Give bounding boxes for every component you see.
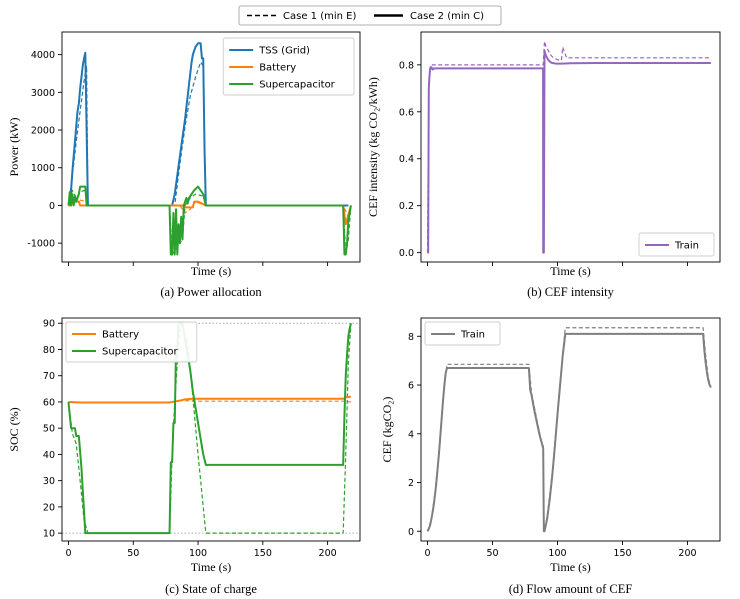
y-tick-label: 6: [408, 381, 414, 392]
y-axis-label: SOC (%): [7, 407, 21, 451]
series-train-case1: [426, 40, 711, 253]
y-tick-label: 0: [49, 201, 55, 212]
series-train-case2: [427, 49, 711, 254]
y-tick-label: 2000: [31, 126, 55, 137]
x-tick-label: 0: [424, 548, 430, 559]
series-battery-case2: [68, 395, 352, 404]
y-tick-label: 1000: [31, 163, 55, 174]
panel-caption: (d) Flow amount of CEF: [509, 582, 633, 596]
legend-label: Supercapacitor: [259, 80, 335, 91]
y-tick-label: 0: [408, 527, 414, 538]
y-tick-label: 0.4: [399, 154, 414, 165]
x-axis-label: Time (s): [550, 560, 591, 574]
legend-label: Train: [674, 241, 699, 252]
x-tick-label: 200: [678, 548, 696, 559]
legend-frame: [65, 321, 198, 363]
y-axis-label: CEF (kgCO₂): [380, 397, 394, 463]
series-train-case2: [426, 332, 712, 533]
x-tick-label: 150: [254, 548, 272, 559]
y-tick-label: 70: [43, 371, 55, 382]
x-tick-label: 0: [65, 548, 71, 559]
legend: Train: [424, 321, 501, 346]
x-tick-label: 50: [486, 548, 498, 559]
panel-caption: (b) CEF intensity: [527, 285, 615, 299]
legend-frame: [424, 321, 501, 346]
axes-frame: [420, 317, 721, 542]
y-tick-label: 8: [408, 332, 414, 343]
y-tick-label: 0.6: [399, 107, 414, 118]
legend: TSS (Grid) Battery Supercapacitor: [222, 37, 355, 96]
y-tick-label: 80: [43, 345, 55, 356]
axes-frame: [61, 317, 361, 542]
series-supercapacitor-case2: [67, 185, 352, 256]
x-tick-label: 200: [319, 548, 337, 559]
legend: Train: [638, 232, 715, 257]
legend-frame: [638, 232, 715, 257]
x-tick-label: 100: [548, 548, 566, 559]
series-train-case1: [426, 327, 712, 532]
axes-frame: [420, 31, 721, 263]
legend-label: TSS (Grid): [258, 46, 310, 57]
y-tick-label: 90: [43, 319, 55, 330]
x-tick-label: 100: [189, 548, 207, 559]
series-tss-grid--case1: [67, 61, 207, 207]
case1-legend-label: Case 1 (min E): [283, 11, 356, 22]
y-tick-label: 2: [408, 478, 414, 489]
legend-label: Supercapacitor: [102, 347, 178, 358]
chart-a: -1000 0 1000 2000 3000 4000 Time (s) Power (kW)…: [7, 31, 361, 299]
y-tick-label: 0.0: [399, 248, 414, 259]
legend: Battery Supercapacitor: [65, 321, 198, 363]
chart-c: 10 20 30 40 50 60 70 80 90 0 50 100 150 200 Time (s) SO…: [7, 317, 361, 596]
y-tick-label: 0.8: [399, 60, 414, 71]
y-tick-label: 0.2: [399, 201, 414, 212]
legend-label: Battery: [259, 63, 296, 74]
y-tick-label: 40: [43, 450, 55, 461]
y-tick-label: 4000: [31, 50, 55, 61]
panel-caption: (a) Power allocation: [160, 285, 262, 299]
legend-label: Battery: [102, 330, 139, 341]
y-tick-label: 60: [43, 397, 55, 408]
series-battery-case1: [68, 199, 352, 218]
axes-frame: [61, 31, 361, 263]
panel-caption: (c) State of charge: [165, 582, 257, 596]
x-axis-label: Time (s): [550, 264, 591, 278]
case2-legend-label: Case 2 (min C): [410, 11, 484, 22]
chart-b: 0.0 0.2 0.4 0.6 0.8 Time (s) CEF intensity (kg…: [366, 31, 721, 299]
x-axis-label: Time (s): [191, 264, 232, 278]
y-tick-label: 30: [43, 476, 55, 487]
y-tick-label: 50: [43, 424, 55, 435]
legend-frame: [222, 37, 355, 96]
chart-d: 0 2 4 6 8 0 50 100 150 200 Time (s) CEF (kgCO₂) (d) …: [380, 317, 721, 596]
legend-label: Train: [460, 330, 485, 341]
top-legend-frame: [238, 5, 502, 26]
y-tick-label: 20: [43, 502, 55, 513]
y-tick-label: 10: [43, 529, 55, 540]
x-tick-label: 150: [613, 548, 631, 559]
y-tick-label: 3000: [31, 88, 55, 99]
series-supercapacitor-case1: [67, 189, 352, 256]
y-axis-label: Power (kW): [7, 118, 21, 177]
y-tick-label: 4: [408, 429, 414, 440]
x-axis-label: Time (s): [191, 560, 232, 574]
y-axis-label: CEF intensity (kg CO₂/kWh): [366, 77, 380, 217]
series-tss-grid--case2: [68, 42, 349, 207]
x-tick-label: 50: [127, 548, 139, 559]
top-legend: Case 1 (min E) Case 2 (min C): [238, 5, 502, 26]
y-tick-label: -1000: [27, 239, 55, 250]
